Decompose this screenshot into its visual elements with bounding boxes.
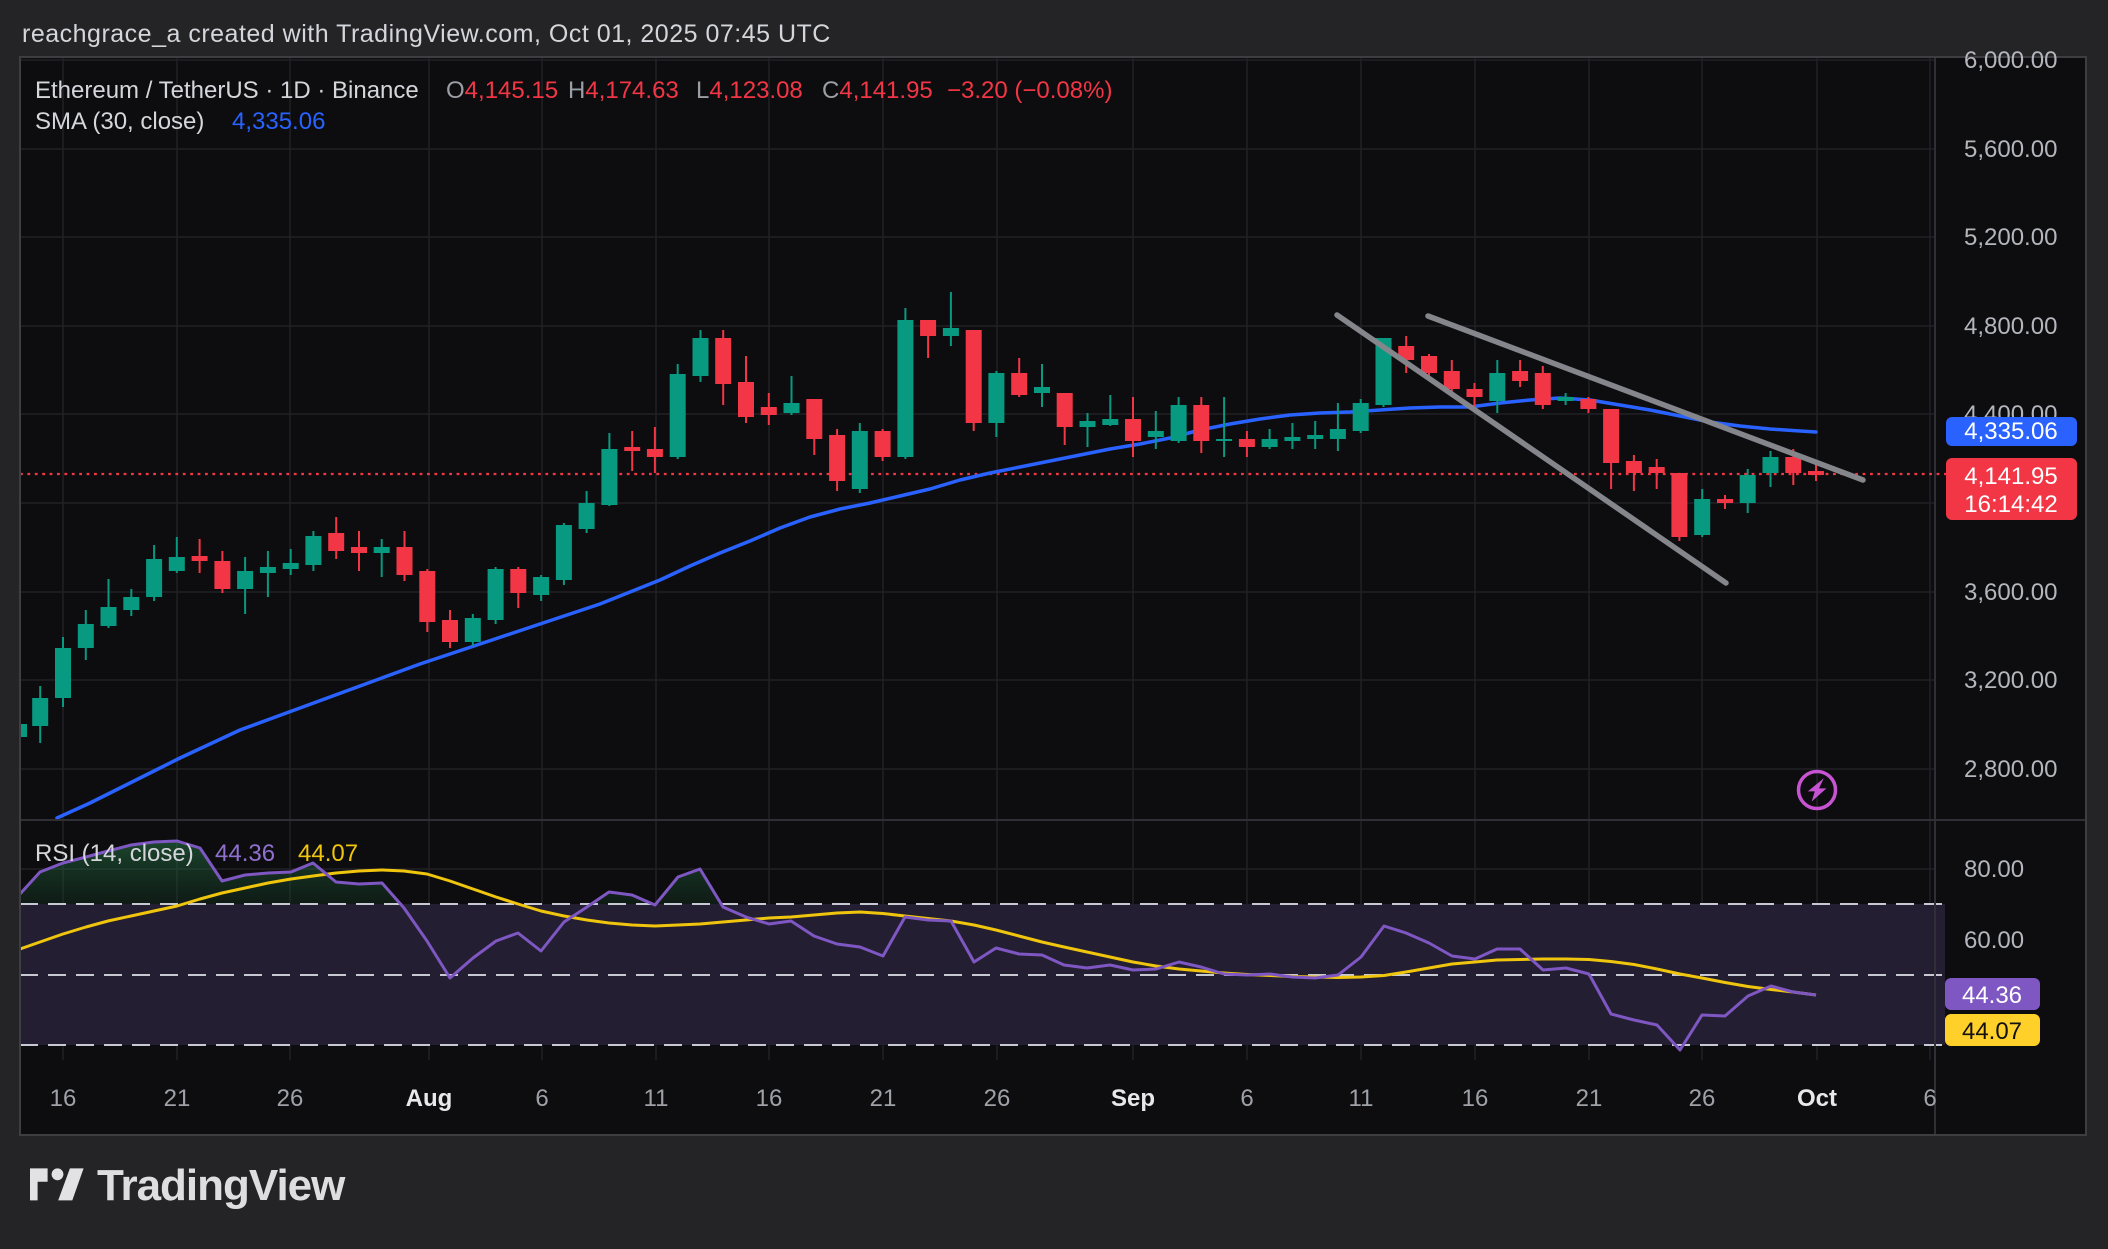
svg-text:11: 11 [1349,1085,1374,1112]
svg-text:21: 21 [1576,1085,1603,1112]
svg-text:TradingView: TradingView [97,1161,346,1210]
svg-text:Sep: Sep [1111,1085,1155,1112]
svg-text:44.07: 44.07 [298,840,358,867]
svg-text:80.00: 80.00 [1964,856,2024,883]
svg-text:26: 26 [277,1085,304,1112]
svg-text:C4,141.95: C4,141.95 [822,77,933,104]
svg-text:6: 6 [535,1085,548,1112]
svg-text:4,141.95: 4,141.95 [1964,463,2057,490]
svg-text:RSI (14, close): RSI (14, close) [35,840,194,867]
svg-text:Aug: Aug [406,1085,453,1112]
svg-text:2,800.00: 2,800.00 [1964,756,2057,783]
svg-text:21: 21 [164,1085,191,1112]
svg-text:5,200.00: 5,200.00 [1964,224,2057,251]
svg-text:3,200.00: 3,200.00 [1964,667,2057,694]
svg-text:H4,174.63: H4,174.63 [568,77,679,104]
svg-text:26: 26 [1689,1085,1716,1112]
svg-text:26: 26 [984,1085,1011,1112]
svg-text:6,000.00: 6,000.00 [1964,47,2057,74]
svg-text:16: 16 [756,1085,783,1112]
svg-text:60.00: 60.00 [1964,927,2024,954]
svg-text:4,335.06: 4,335.06 [1964,418,2057,445]
svg-text:21: 21 [870,1085,897,1112]
svg-text:44.36: 44.36 [215,840,275,867]
svg-text:3,600.00: 3,600.00 [1964,579,2057,606]
svg-text:O4,145.15: O4,145.15 [446,77,558,104]
svg-text:16:14:42: 16:14:42 [1964,491,2057,518]
svg-text:5,600.00: 5,600.00 [1964,136,2057,163]
svg-text:SMA (30, close): SMA (30, close) [35,108,204,135]
svg-text:44.07: 44.07 [1962,1018,2022,1045]
svg-text:Oct: Oct [1797,1085,1837,1112]
svg-text:11: 11 [644,1085,669,1112]
svg-text:L4,123.08: L4,123.08 [696,77,803,104]
svg-text:reachgrace_a created with Trad: reachgrace_a created with TradingView.co… [22,20,831,48]
svg-text:Ethereum / TetherUS · 1D · Bin: Ethereum / TetherUS · 1D · Binance [35,77,419,104]
svg-text:44.36: 44.36 [1962,982,2022,1009]
svg-text:16: 16 [1462,1085,1489,1112]
svg-text:6: 6 [1923,1085,1936,1112]
svg-text:16: 16 [50,1085,77,1112]
svg-text:4,800.00: 4,800.00 [1964,313,2057,340]
svg-text:−3.20 (−0.08%): −3.20 (−0.08%) [947,77,1112,104]
svg-text:6: 6 [1240,1085,1253,1112]
svg-text:4,335.06: 4,335.06 [232,108,325,135]
